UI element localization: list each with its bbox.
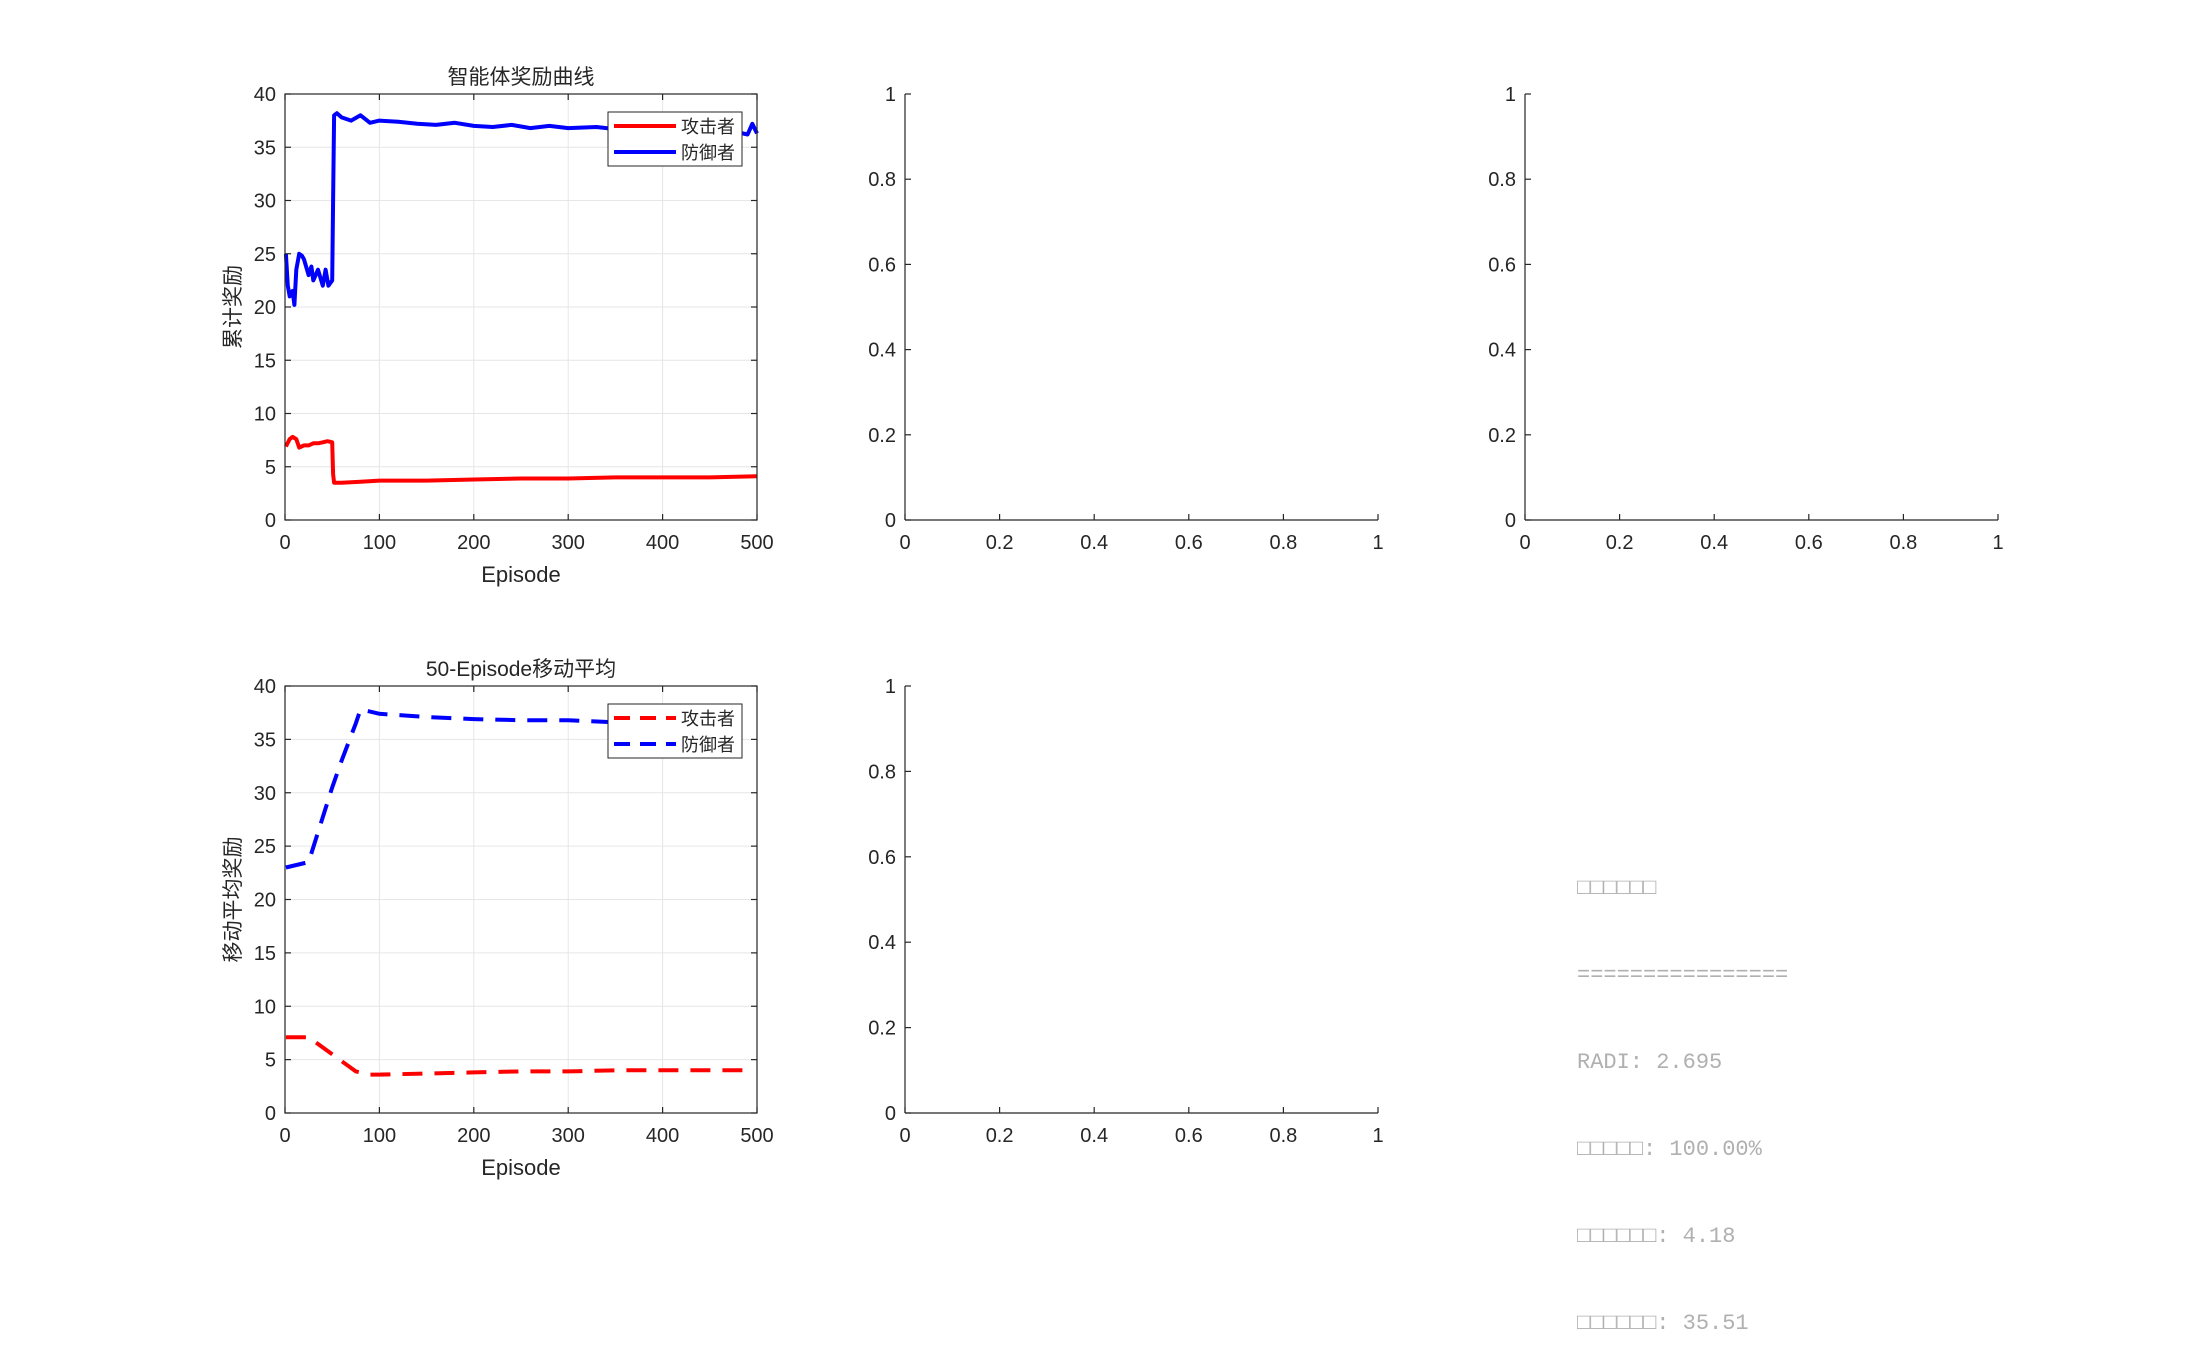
x-tick-label: 0: [279, 1125, 290, 1147]
y-tick-label: 0.8: [1488, 169, 1516, 191]
x-tick-label: 0.2: [1606, 532, 1634, 554]
axes-1: [283, 93, 759, 521]
legend-label: 防御者: [681, 735, 735, 755]
axes-2: [904, 93, 1379, 521]
axes-3: [1524, 93, 1999, 521]
x-tick-label: 1: [1992, 532, 2003, 554]
x-tick-label: 0.8: [1889, 532, 1917, 554]
x-tick-label: 0.4: [1700, 532, 1728, 554]
x-tick-label: 500: [740, 532, 773, 554]
x-tick-label: 300: [552, 1125, 585, 1147]
x-tick-label: 200: [457, 1125, 490, 1147]
y-tick-label: 20: [254, 297, 276, 319]
x-axis-label: Episode: [481, 562, 561, 587]
legend-label: 防御者: [681, 143, 735, 163]
summary-defender-mean: □□□□□□: 35.51: [1577, 1311, 1749, 1336]
y-tick-label: 0: [265, 510, 276, 532]
summary-separator: ================: [1577, 963, 1789, 988]
x-tick-label: 100: [363, 532, 396, 554]
y-tick-label: 0: [265, 1103, 276, 1125]
y-tick-label: 0.6: [868, 847, 896, 869]
series-line-attacker: [285, 1035, 748, 1077]
x-tick-label: 0: [899, 532, 910, 554]
x-tick-label: 0.4: [1080, 1125, 1108, 1147]
x-tick-label: 0.2: [986, 1125, 1014, 1147]
y-tick-label: 35: [254, 729, 276, 751]
y-tick-label: 40: [254, 84, 276, 106]
summary-rate: □□□□□: 100.00%: [1577, 1137, 1762, 1162]
x-tick-label: 0.8: [1269, 532, 1297, 554]
x-tick-label: 1: [1372, 532, 1383, 554]
y-tick-label: 0.8: [868, 761, 896, 783]
y-tick-label: 5: [265, 457, 276, 479]
y-tick-label: 5: [265, 1050, 276, 1072]
x-tick-label: 0: [899, 1125, 910, 1147]
y-tick-label: 0.6: [868, 254, 896, 276]
figure: 0 100 200 300 400 5000510152025303540智能体奖励曲线E…: [222, 66, 2004, 1180]
y-tick-label: 30: [254, 783, 276, 805]
y-tick-label: 0.8: [868, 169, 896, 191]
x-tick-label: 0.6: [1795, 532, 1823, 554]
x-tick-label: 0: [279, 532, 290, 554]
x-tick-label: 400: [646, 1125, 679, 1147]
legend-box: [607, 703, 743, 759]
x-tick-label: 0.8: [1269, 1125, 1297, 1147]
x-tick-label: 0: [1519, 532, 1530, 554]
x-axis-label: Episode: [481, 1155, 561, 1180]
x-tick-label: 0.6: [1175, 532, 1203, 554]
x-tick-label: 400: [646, 532, 679, 554]
y-tick-label: 10: [254, 404, 276, 426]
y-tick-label: 1: [885, 676, 896, 698]
series-line-defender: [283, 111, 759, 307]
summary-title: □□□□□□: [1577, 876, 1657, 901]
y-tick-label: 0.2: [868, 1018, 896, 1040]
summary-text-box: □□□□□□ ================ RADI: 2.695 □□□□…: [1577, 816, 1788, 1367]
y-tick-label: 0.4: [868, 932, 896, 954]
y-tick-label: 20: [254, 890, 276, 912]
legend-box: [607, 111, 743, 167]
y-tick-label: 0.4: [1488, 340, 1516, 362]
x-tick-label: 0.6: [1175, 1125, 1203, 1147]
y-tick-label: 15: [254, 350, 276, 372]
series-line-attacker: [284, 434, 758, 485]
summary-radi: RADI: 2.695: [1577, 1050, 1723, 1075]
x-tick-label: 0.4: [1080, 532, 1108, 554]
x-tick-label: 200: [457, 532, 490, 554]
y-tick-label: 0.6: [1488, 254, 1516, 276]
legend-label: 攻击者: [681, 709, 735, 729]
y-axis-label: 移动平均奖励: [222, 837, 245, 963]
x-tick-label: 1: [1372, 1125, 1383, 1147]
axes-4: [284, 685, 758, 1114]
chart-title: 50-Episode移动平均: [426, 658, 616, 681]
y-tick-label: 0: [885, 510, 896, 532]
y-tick-label: 40: [254, 676, 276, 698]
chart-title: 智能体奖励曲线: [448, 66, 595, 89]
y-tick-label: 35: [254, 137, 276, 159]
x-tick-label: 500: [740, 1125, 773, 1147]
y-tick-label: 25: [254, 244, 276, 266]
y-tick-label: 15: [254, 943, 276, 965]
x-tick-label: 0.2: [986, 532, 1014, 554]
y-tick-label: 30: [254, 191, 276, 213]
y-tick-label: 1: [1505, 84, 1516, 106]
y-axis-label: 累计奖励: [222, 265, 245, 349]
y-tick-label: 25: [254, 836, 276, 858]
y-tick-label: 0: [1505, 510, 1516, 532]
legend-label: 攻击者: [681, 117, 735, 137]
y-tick-label: 0.4: [868, 340, 896, 362]
y-tick-label: 1: [885, 84, 896, 106]
y-tick-label: 0.2: [1488, 425, 1516, 447]
x-tick-label: 300: [552, 532, 585, 554]
y-tick-label: 0: [885, 1103, 896, 1125]
y-tick-label: 10: [254, 996, 276, 1018]
summary-attacker-mean: □□□□□□: 4.18: [1577, 1224, 1736, 1249]
axes-5: [904, 685, 1379, 1114]
y-tick-label: 0.2: [868, 425, 896, 447]
x-tick-label: 100: [363, 1125, 396, 1147]
